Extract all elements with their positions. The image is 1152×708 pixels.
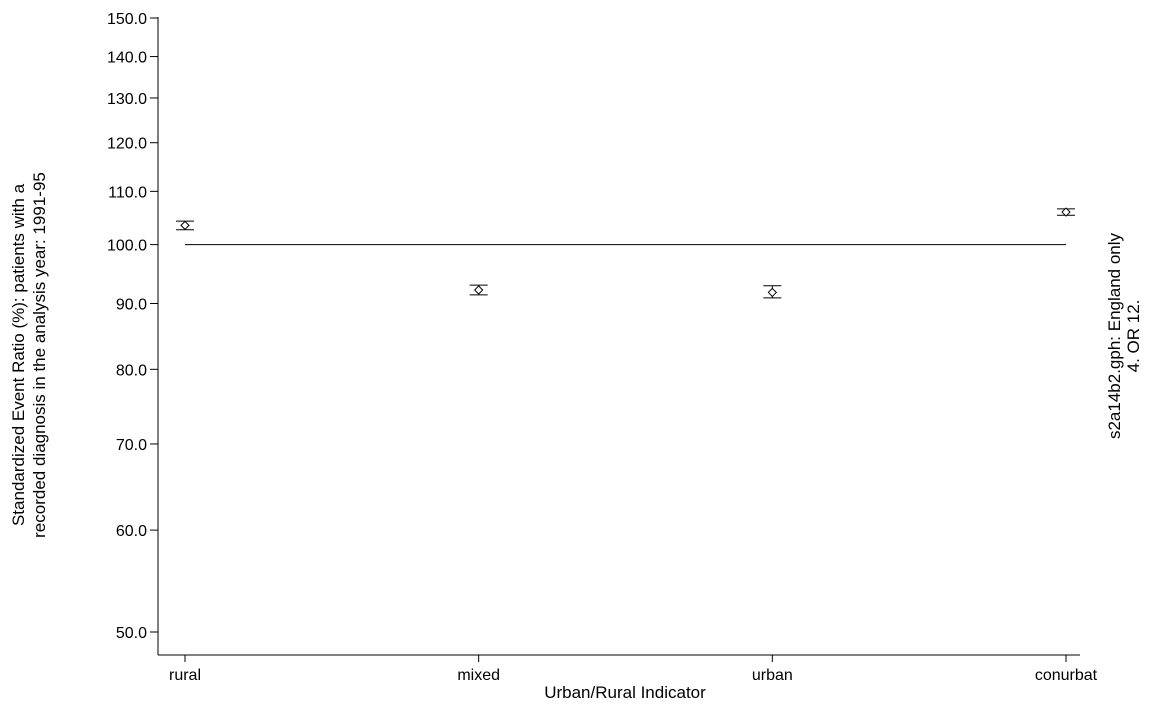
y-tick-label: 70.0 xyxy=(116,437,147,454)
y-axis-title-line1: Standardized Event Ratio (%): patients w… xyxy=(9,183,28,526)
x-axis: rural mixed urban conurbat xyxy=(158,654,1098,684)
data-point-marker xyxy=(180,220,190,231)
x-tick-label: rural xyxy=(169,667,201,684)
y-tick-label: 110.0 xyxy=(108,184,147,201)
data-point-marker xyxy=(767,287,778,298)
side-note-line2: 4. OR 12. xyxy=(1124,300,1143,373)
y-tick-label: 60.0 xyxy=(116,523,147,540)
y-axis: 50.0 60.0 70.0 80.0 90.0 100.0 110.0 120.0 130.0… xyxy=(107,11,159,655)
data-point-marker xyxy=(473,285,484,295)
y-tick-label: 150.0 xyxy=(107,11,147,28)
y-tick-label: 120.0 xyxy=(107,136,147,153)
y-tick-label: 80.0 xyxy=(116,362,147,379)
x-axis-title: Urban/Rural Indicator xyxy=(544,683,706,702)
y-axis-title-line2: recorded diagnosis in the analysis year:… xyxy=(30,172,49,538)
x-tick-label: urban xyxy=(752,667,793,684)
side-note-line1: s2a14b2.gph: England only xyxy=(1105,232,1124,439)
x-tick-label: conurbat xyxy=(1035,667,1098,684)
y-tick-label: 50.0 xyxy=(116,625,147,642)
y-tick-label: 100.0 xyxy=(107,238,147,255)
y-tick-label: 130.0 xyxy=(107,91,147,108)
y-tick-label: 140.0 xyxy=(107,50,147,67)
data-points xyxy=(176,207,1075,299)
data-point-marker xyxy=(1061,207,1071,217)
y-tick-label: 90.0 xyxy=(116,296,147,313)
x-tick-label: mixed xyxy=(457,667,500,684)
